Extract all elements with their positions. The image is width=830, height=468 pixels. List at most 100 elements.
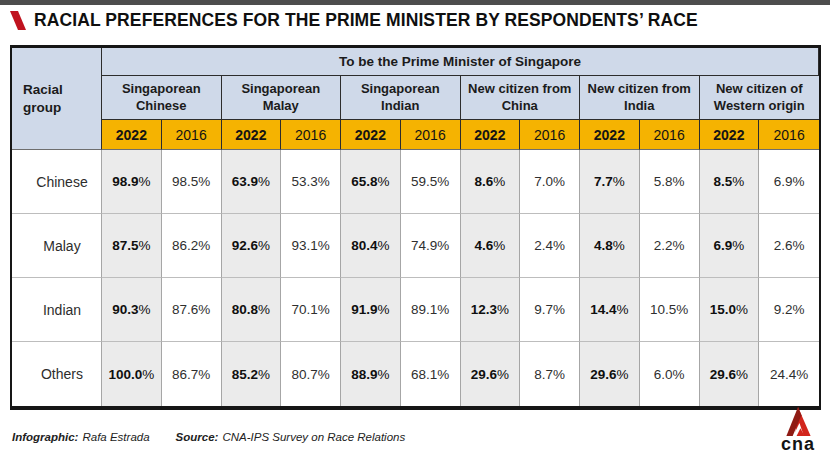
percent-sign: % [198, 238, 210, 253]
value-number: 10.5 [650, 302, 676, 317]
value-number: 29.6 [471, 367, 497, 382]
value-cell: 100.0% [102, 342, 162, 406]
percent-sign: % [378, 174, 390, 189]
value-cell: 80.4% [341, 214, 401, 278]
value-number: 100.0 [108, 367, 142, 382]
year-header: 2022 [341, 120, 401, 150]
percent-sign: % [497, 367, 509, 382]
percent-sign: % [553, 367, 565, 382]
value-number: 86.7 [172, 367, 198, 382]
year-header: 2022 [222, 120, 282, 150]
column-group-header: New citizen of Western origin [700, 76, 820, 120]
percent-sign: % [736, 302, 748, 317]
row-label: Chinese [12, 150, 102, 214]
percent-sign: % [676, 302, 688, 317]
value-number: 5.8 [654, 174, 673, 189]
value-cell: 29.6% [461, 342, 521, 406]
value-cell: 98.9% [102, 150, 162, 214]
value-number: 9.2 [774, 302, 793, 317]
value-cell: 4.6% [461, 214, 521, 278]
title-bar: RACIAL PREFERENCES FOR THE PRIME MINISTE… [10, 10, 698, 31]
percent-sign: % [613, 238, 625, 253]
value-cell: 80.8% [222, 278, 282, 342]
value-cell: 59.5% [401, 150, 461, 214]
column-group-header: New citizen from China [461, 76, 581, 120]
value-number: 63.9 [232, 174, 258, 189]
percent-sign: % [493, 174, 505, 189]
value-cell: 10.5% [640, 278, 700, 342]
value-cell: 8.7% [520, 342, 580, 406]
value-cell: 98.5% [162, 150, 222, 214]
percent-sign: % [673, 174, 685, 189]
cna-logo: cna [775, 406, 821, 453]
percent-sign: % [378, 367, 390, 382]
year-header: 2016 [520, 120, 580, 150]
percent-sign: % [497, 302, 509, 317]
value-cell: 15.0% [700, 278, 760, 342]
value-number: 98.5 [172, 174, 198, 189]
percent-sign: % [553, 238, 565, 253]
percent-sign: % [198, 367, 210, 382]
value-cell: 7.0% [520, 150, 580, 214]
percent-sign: % [732, 238, 744, 253]
column-group-header: Singaporean Malay [222, 76, 342, 120]
value-number: 93.1 [291, 238, 317, 253]
value-cell: 9.7% [520, 278, 580, 342]
value-number: 90.3 [112, 302, 138, 317]
value-number: 4.8 [594, 238, 613, 253]
value-number: 92.6 [232, 238, 258, 253]
column-group-header: Singaporean Chinese [102, 76, 222, 120]
value-number: 89.1 [411, 302, 437, 317]
percent-sign: % [493, 238, 505, 253]
percent-sign: % [553, 174, 565, 189]
value-cell: 2.4% [520, 214, 580, 278]
value-cell: 9.2% [759, 278, 819, 342]
source-credit: Source:CNA-IPS Survey on Race Relations [176, 431, 406, 443]
value-cell: 80.7% [281, 342, 341, 406]
value-cell: 70.1% [281, 278, 341, 342]
value-number: 14.4 [590, 302, 616, 317]
column-group-header: New citizen from India [580, 76, 700, 120]
column-group-header: Singaporean Indian [341, 76, 461, 120]
value-number: 8.6 [474, 174, 493, 189]
row-label: Others [12, 342, 102, 406]
value-number: 86.2 [172, 238, 198, 253]
value-cell: 92.6% [222, 214, 282, 278]
percent-sign: % [437, 238, 449, 253]
value-cell: 86.7% [162, 342, 222, 406]
year-header: 2022 [102, 120, 162, 150]
value-number: 53.3 [291, 174, 317, 189]
value-number: 88.9 [351, 367, 377, 382]
year-header: 2016 [640, 120, 700, 150]
column-span-header: To be the Prime Minister of Singapore [102, 48, 819, 76]
value-number: 7.7 [594, 174, 613, 189]
percent-sign: % [198, 174, 210, 189]
value-cell: 90.3% [102, 278, 162, 342]
percent-sign: % [553, 302, 565, 317]
percent-sign: % [613, 174, 625, 189]
value-cell: 6.9% [759, 150, 819, 214]
percent-sign: % [258, 238, 270, 253]
preferences-table: Racial groupTo be the Prime Minister of … [10, 45, 821, 410]
percent-sign: % [673, 238, 685, 253]
value-cell: 91.9% [341, 278, 401, 342]
percent-sign: % [318, 367, 330, 382]
percent-sign: % [142, 367, 154, 382]
page-title: RACIAL PREFERENCES FOR THE PRIME MINISTE… [34, 10, 698, 31]
value-number: 2.2 [654, 238, 673, 253]
value-number: 87.6 [172, 302, 198, 317]
value-cell: 29.6% [700, 342, 760, 406]
value-cell: 88.9% [341, 342, 401, 406]
percent-sign: % [139, 174, 151, 189]
value-cell: 6.0% [640, 342, 700, 406]
value-number: 87.5 [112, 238, 138, 253]
percent-sign: % [437, 367, 449, 382]
percent-sign: % [437, 302, 449, 317]
cna-logo-text: cna [781, 435, 815, 453]
value-number: 6.0 [654, 367, 673, 382]
percent-sign: % [378, 238, 390, 253]
year-header: 2022 [461, 120, 521, 150]
red-slash-accent-icon [10, 11, 26, 30]
percent-sign: % [139, 238, 151, 253]
value-number: 29.6 [710, 367, 736, 382]
